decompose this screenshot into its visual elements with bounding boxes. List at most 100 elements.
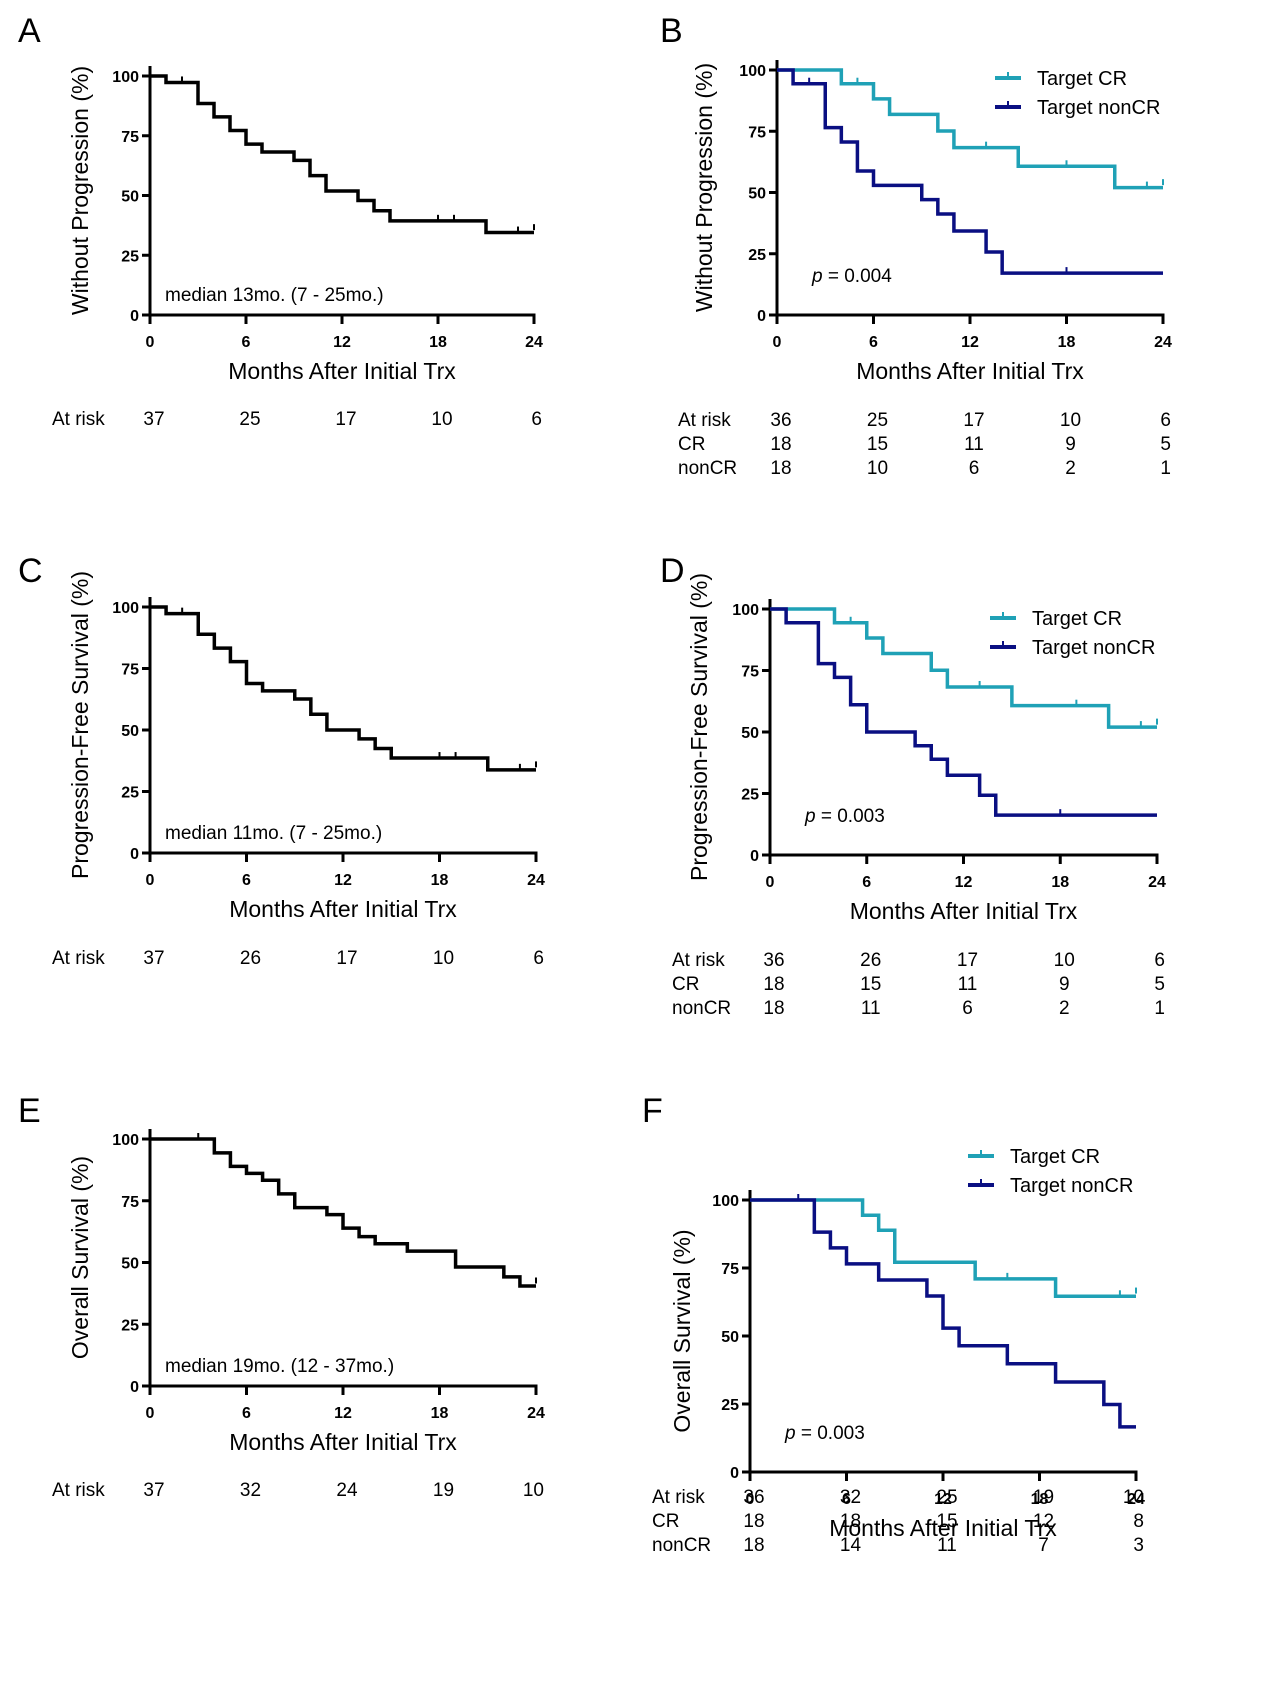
y-tick-label: 75 (121, 1194, 139, 1211)
at-risk-value: 6 (531, 409, 542, 430)
at-risk-row-label: At risk (672, 950, 725, 971)
chart-A: A 0 25 50 75 100 0 6 12 18 24 Months After Initial … (18, 12, 543, 430)
at-risk-value: 10 (1060, 410, 1081, 431)
y-tick-label: 25 (121, 248, 139, 265)
at-risk-value: 37 (143, 409, 164, 430)
at-risk-value: 25 (936, 1487, 957, 1508)
chart-C: C 0 25 50 75 100 0 6 12 18 24 Months After Initial … (18, 552, 545, 969)
x-tick-label: 18 (429, 334, 447, 351)
y-tick-label: 50 (721, 1329, 739, 1346)
at-risk-value: 12 (1033, 1511, 1054, 1532)
x-axis-label: Months After Initial Trx (229, 896, 457, 922)
x-tick-label: 12 (333, 334, 351, 351)
x-tick-label: 18 (1031, 1491, 1049, 1508)
at-risk-value: 18 (770, 458, 791, 479)
y-tick-label: 100 (712, 1193, 739, 1210)
panel-letter: C (18, 552, 43, 590)
y-axis-label: Overall Survival (%) (669, 1229, 695, 1432)
median-annotation: median 13mo. (7 - 25mo.) (165, 285, 384, 306)
x-tick-label: 24 (527, 872, 545, 889)
at-risk-value: 6 (1154, 950, 1165, 971)
at-risk-value: 11 (861, 998, 881, 1019)
p-value-annotation: p = 0.003 (804, 806, 885, 827)
at-risk-value: 10 (431, 409, 452, 430)
y-tick-label: 75 (121, 662, 139, 679)
y-tick-label: 0 (130, 846, 139, 863)
km-curve-target-noncr (770, 607, 1157, 817)
x-tick-label: 6 (242, 872, 251, 889)
y-tick-label: 100 (732, 602, 759, 619)
km-curve-all (150, 1137, 536, 1288)
legend-label: Target nonCR (1010, 1175, 1133, 1197)
y-tick-label: 0 (757, 308, 766, 325)
x-tick-label: 6 (869, 334, 878, 351)
at-risk-value: 6 (1160, 410, 1171, 431)
at-risk-value: 19 (433, 1480, 454, 1501)
at-risk-value: 8 (1133, 1511, 1144, 1532)
at-risk-value: 9 (1065, 434, 1076, 455)
at-risk-value: 18 (743, 1511, 764, 1532)
at-risk-value: 15 (936, 1511, 957, 1532)
at-risk-value: 2 (1059, 998, 1070, 1019)
y-tick-label: 50 (121, 723, 139, 740)
at-risk-value: 37 (143, 948, 164, 969)
y-tick-label: 50 (741, 725, 759, 742)
x-tick-label: 0 (746, 1491, 755, 1508)
panel-b: B 0 25 50 75 100 0 6 12 18 24 Months After Initial … (640, 0, 1280, 520)
x-axis-label: Months After Initial Trx (856, 358, 1084, 384)
at-risk-value: 6 (969, 458, 980, 479)
at-risk-value: 6 (533, 948, 544, 969)
y-axis-label: Progression-Free Survival (%) (67, 571, 93, 879)
x-tick-label: 12 (955, 874, 973, 891)
y-tick-label: 100 (739, 63, 766, 80)
x-tick-label: 0 (766, 874, 775, 891)
chart-F: F 0 25 50 75 100 0 6 12 18 24 Months After Initial … (642, 1092, 1145, 1556)
x-tick-label: 24 (1148, 874, 1166, 891)
at-risk-value: 26 (240, 948, 261, 969)
km-curve-target-cr (750, 1198, 1136, 1299)
at-risk-value: 37 (143, 1480, 164, 1501)
at-risk-value: 7 (1038, 1535, 1049, 1556)
panel-letter: F (642, 1092, 663, 1130)
y-tick-label: 50 (121, 189, 139, 206)
at-risk-value: 17 (335, 409, 356, 430)
x-axis-label: Months After Initial Trx (229, 1429, 457, 1455)
at-risk-value: 15 (867, 434, 888, 455)
y-tick-label: 25 (741, 787, 759, 804)
at-risk-value: 36 (763, 950, 784, 971)
at-risk-value: 18 (743, 1535, 764, 1556)
y-tick-label: 75 (741, 664, 759, 681)
at-risk-row-label: CR (678, 434, 705, 455)
legend-label: Target nonCR (1032, 637, 1155, 659)
x-tick-label: 18 (431, 872, 449, 889)
x-tick-label: 12 (334, 872, 352, 889)
at-risk-value: 10 (523, 1480, 544, 1501)
y-tick-label: 50 (121, 1256, 139, 1273)
x-axis-label: Months After Initial Trx (228, 358, 456, 384)
x-tick-label: 12 (934, 1491, 952, 1508)
x-tick-label: 24 (527, 1405, 545, 1422)
panel-d: D 0 25 50 75 100 0 6 12 18 24 Months After Initial … (640, 540, 1280, 1060)
at-risk-value: 18 (763, 974, 784, 995)
legend-label: Target CR (1032, 608, 1122, 630)
y-tick-label: 75 (748, 124, 766, 141)
at-risk-value: 18 (840, 1511, 861, 1532)
at-risk-value: 25 (239, 409, 260, 430)
at-risk-value: 32 (240, 1480, 261, 1501)
y-axis-label: Without Progression (%) (67, 66, 93, 315)
legend-label: Target CR (1010, 1146, 1100, 1168)
p-value-annotation: p = 0.004 (811, 266, 892, 287)
x-tick-label: 24 (525, 334, 543, 351)
at-risk-row-label: nonCR (678, 458, 737, 479)
at-risk-value: 26 (860, 950, 881, 971)
y-tick-label: 0 (130, 308, 139, 325)
at-risk-value: 19 (1033, 1487, 1054, 1508)
y-tick-label: 25 (121, 785, 139, 802)
x-tick-label: 6 (242, 334, 251, 351)
y-tick-label: 100 (112, 1132, 139, 1149)
panel-letter: B (660, 12, 683, 50)
at-risk-row-label: At risk (678, 410, 731, 431)
y-axis-label: Overall Survival (%) (67, 1156, 93, 1359)
panel-letter: D (660, 552, 685, 590)
